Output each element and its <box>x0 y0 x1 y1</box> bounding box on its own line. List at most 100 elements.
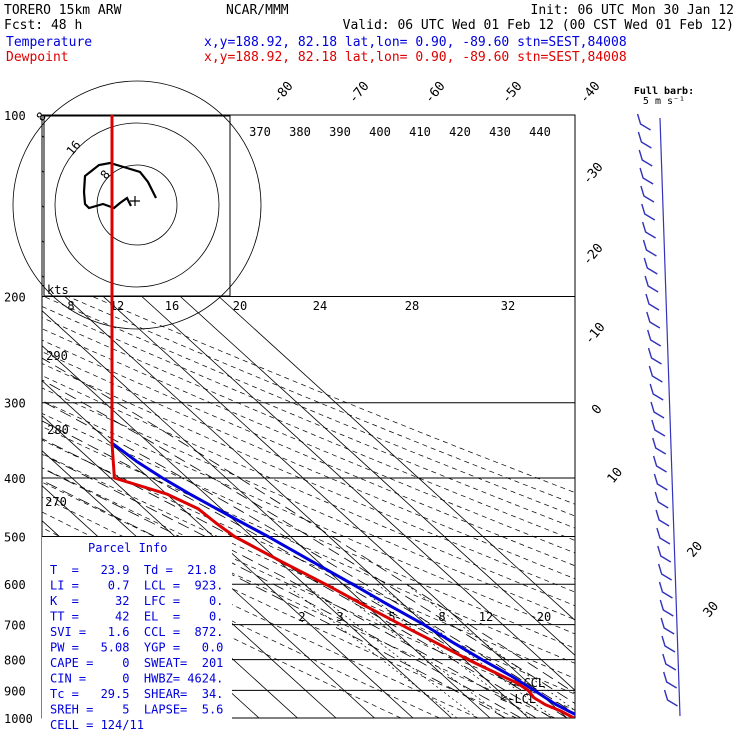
isotherm-label: -60 <box>422 79 449 107</box>
parcel-info-row: CIN = 0 HWBZ= 4624. <box>50 672 223 686</box>
hodograph-scale-label: 16 <box>165 299 179 313</box>
mixing-ratio-line <box>329 583 505 718</box>
theta-label-left: 270 <box>45 495 67 509</box>
isotherm-label: -20 <box>580 241 607 269</box>
parcel-info-row: Tc = 29.5 SHEAR= 34. <box>50 687 223 701</box>
wind-barb <box>662 653 677 671</box>
mixing-ratio-label: 2 <box>298 610 305 624</box>
parcel-info-title: Parcel Info <box>88 541 167 555</box>
dry-adiabat <box>42 306 575 529</box>
valid-time: Valid: 06 UTC Wed 01 Feb 12 (00 CST Wed … <box>343 18 734 33</box>
parcel-info-row: T = 23.9 Td = 21.8 <box>50 563 216 577</box>
wind-barb <box>646 311 661 329</box>
mixing-ratio-label: 8 <box>438 610 445 624</box>
dry-adiabat <box>42 467 575 711</box>
theta-label: 380 <box>289 125 311 139</box>
wind-barb <box>647 347 662 365</box>
model-title: TORERO 15km ARW <box>4 3 122 18</box>
hodograph-ring <box>12 80 262 330</box>
wind-barb <box>657 563 672 581</box>
hodograph-scale-label: 20 <box>233 299 247 313</box>
isotherm-line <box>42 415 375 718</box>
isotherm-line <box>42 275 529 718</box>
parcel-info-background <box>42 537 232 720</box>
wind-barb <box>663 671 678 689</box>
moist-adiabat <box>42 479 506 718</box>
isotherm-label: 10 <box>605 465 627 487</box>
wind-barb <box>642 239 657 257</box>
theta-label-left: 290 <box>46 349 68 363</box>
pressure-tick-label: 800 <box>4 654 26 668</box>
hodograph-scale-label: 24 <box>313 299 327 313</box>
wind-barb <box>660 617 675 635</box>
forecast-hour: Fcst: 48 h <box>4 18 82 33</box>
hodograph-ring <box>54 122 220 288</box>
moist-adiabat <box>42 438 552 718</box>
theta-label-left: 280 <box>47 423 69 437</box>
model-org: NCAR/MMM <box>226 3 289 18</box>
wind-barb <box>659 599 674 617</box>
dry-adiabat <box>42 543 402 718</box>
isotherm-label: -10 <box>582 320 609 348</box>
dry-adiabat <box>42 400 575 635</box>
wind-barb <box>656 527 671 545</box>
temperature-legend: Temperature <box>6 35 92 50</box>
barb-legend-unit: 5 m s⁻¹ <box>643 96 685 107</box>
init-time: Init: 06 UTC Mon 30 Jan 12 <box>531 3 735 18</box>
wind-barb <box>648 365 663 383</box>
wind-barb <box>638 149 653 167</box>
wind-barb <box>649 383 664 401</box>
isotherm-label: 30 <box>701 599 723 621</box>
dry-adiabat <box>42 295 575 517</box>
pressure-tick-label: 900 <box>4 684 26 698</box>
isotherm-line <box>42 345 452 718</box>
mixing-ratio-line <box>405 583 575 711</box>
lcl-marker: <-LCL <box>500 692 536 706</box>
wind-barb <box>657 545 672 563</box>
isotherm-label: -50 <box>499 79 526 107</box>
mixing-ratio-label: 20 <box>537 610 551 624</box>
pressure-tick-label: 400 <box>4 472 26 486</box>
mixing-ratio-label: 3 <box>336 610 343 624</box>
parcel-info-row: CELL = 124/11 <box>50 718 144 732</box>
hodograph-storm-motion <box>130 196 140 206</box>
wind-barb <box>652 437 667 455</box>
wind-barb <box>645 293 660 311</box>
wind-barb <box>636 113 651 131</box>
wind-barb <box>637 131 652 149</box>
wind-barb <box>655 509 670 527</box>
barb-staff-guide <box>659 117 681 717</box>
pressure-tick-label: 1000 <box>4 712 33 726</box>
wind-barb <box>658 581 673 599</box>
isotherm-label: 20 <box>685 539 707 561</box>
parcel-info-row: SREH = 5 LAPSE= 5.6 <box>50 703 223 717</box>
dewpoint-profile <box>110 115 575 718</box>
temperature-location: x,y=188.92, 82.18 lat,lon= 0.90, -89.60 … <box>204 35 627 50</box>
wind-barb <box>654 491 669 509</box>
wind-barb <box>641 203 656 221</box>
isotherm-label: -40 <box>577 79 604 107</box>
theta-label: 400 <box>369 125 391 139</box>
hodograph-box <box>43 115 231 297</box>
mixing-ratio-line <box>376 583 555 718</box>
mixing-ratio-label: 5 <box>388 610 395 624</box>
plot-frame <box>41 114 576 719</box>
wind-barb <box>652 455 667 473</box>
pressure-tick-label: 100 <box>4 109 26 123</box>
wind-barb <box>639 167 654 185</box>
parcel-info-row: TT = 42 EL = 0. <box>50 610 223 624</box>
hodograph-trace <box>82 161 157 210</box>
mixing-ratio-line <box>285 583 458 718</box>
barb-legend-title: Full barb: <box>634 86 694 97</box>
wind-barb <box>643 257 658 275</box>
pressure-tick-label: 600 <box>4 578 26 592</box>
parcel-info-row: SVI = 1.6 CCL = 872. <box>50 625 223 639</box>
wind-barb <box>647 329 662 347</box>
parcel-info-row: LI = 0.7 LCL = 923. <box>50 579 223 593</box>
mixing-ratio-label: 12 <box>479 610 493 624</box>
parcel-info-row: K = 32 LFC = 0. <box>50 594 223 608</box>
theta-label: 440 <box>529 125 551 139</box>
hodograph-scale-label: 8 <box>67 299 74 313</box>
moist-adiabat <box>42 379 575 704</box>
